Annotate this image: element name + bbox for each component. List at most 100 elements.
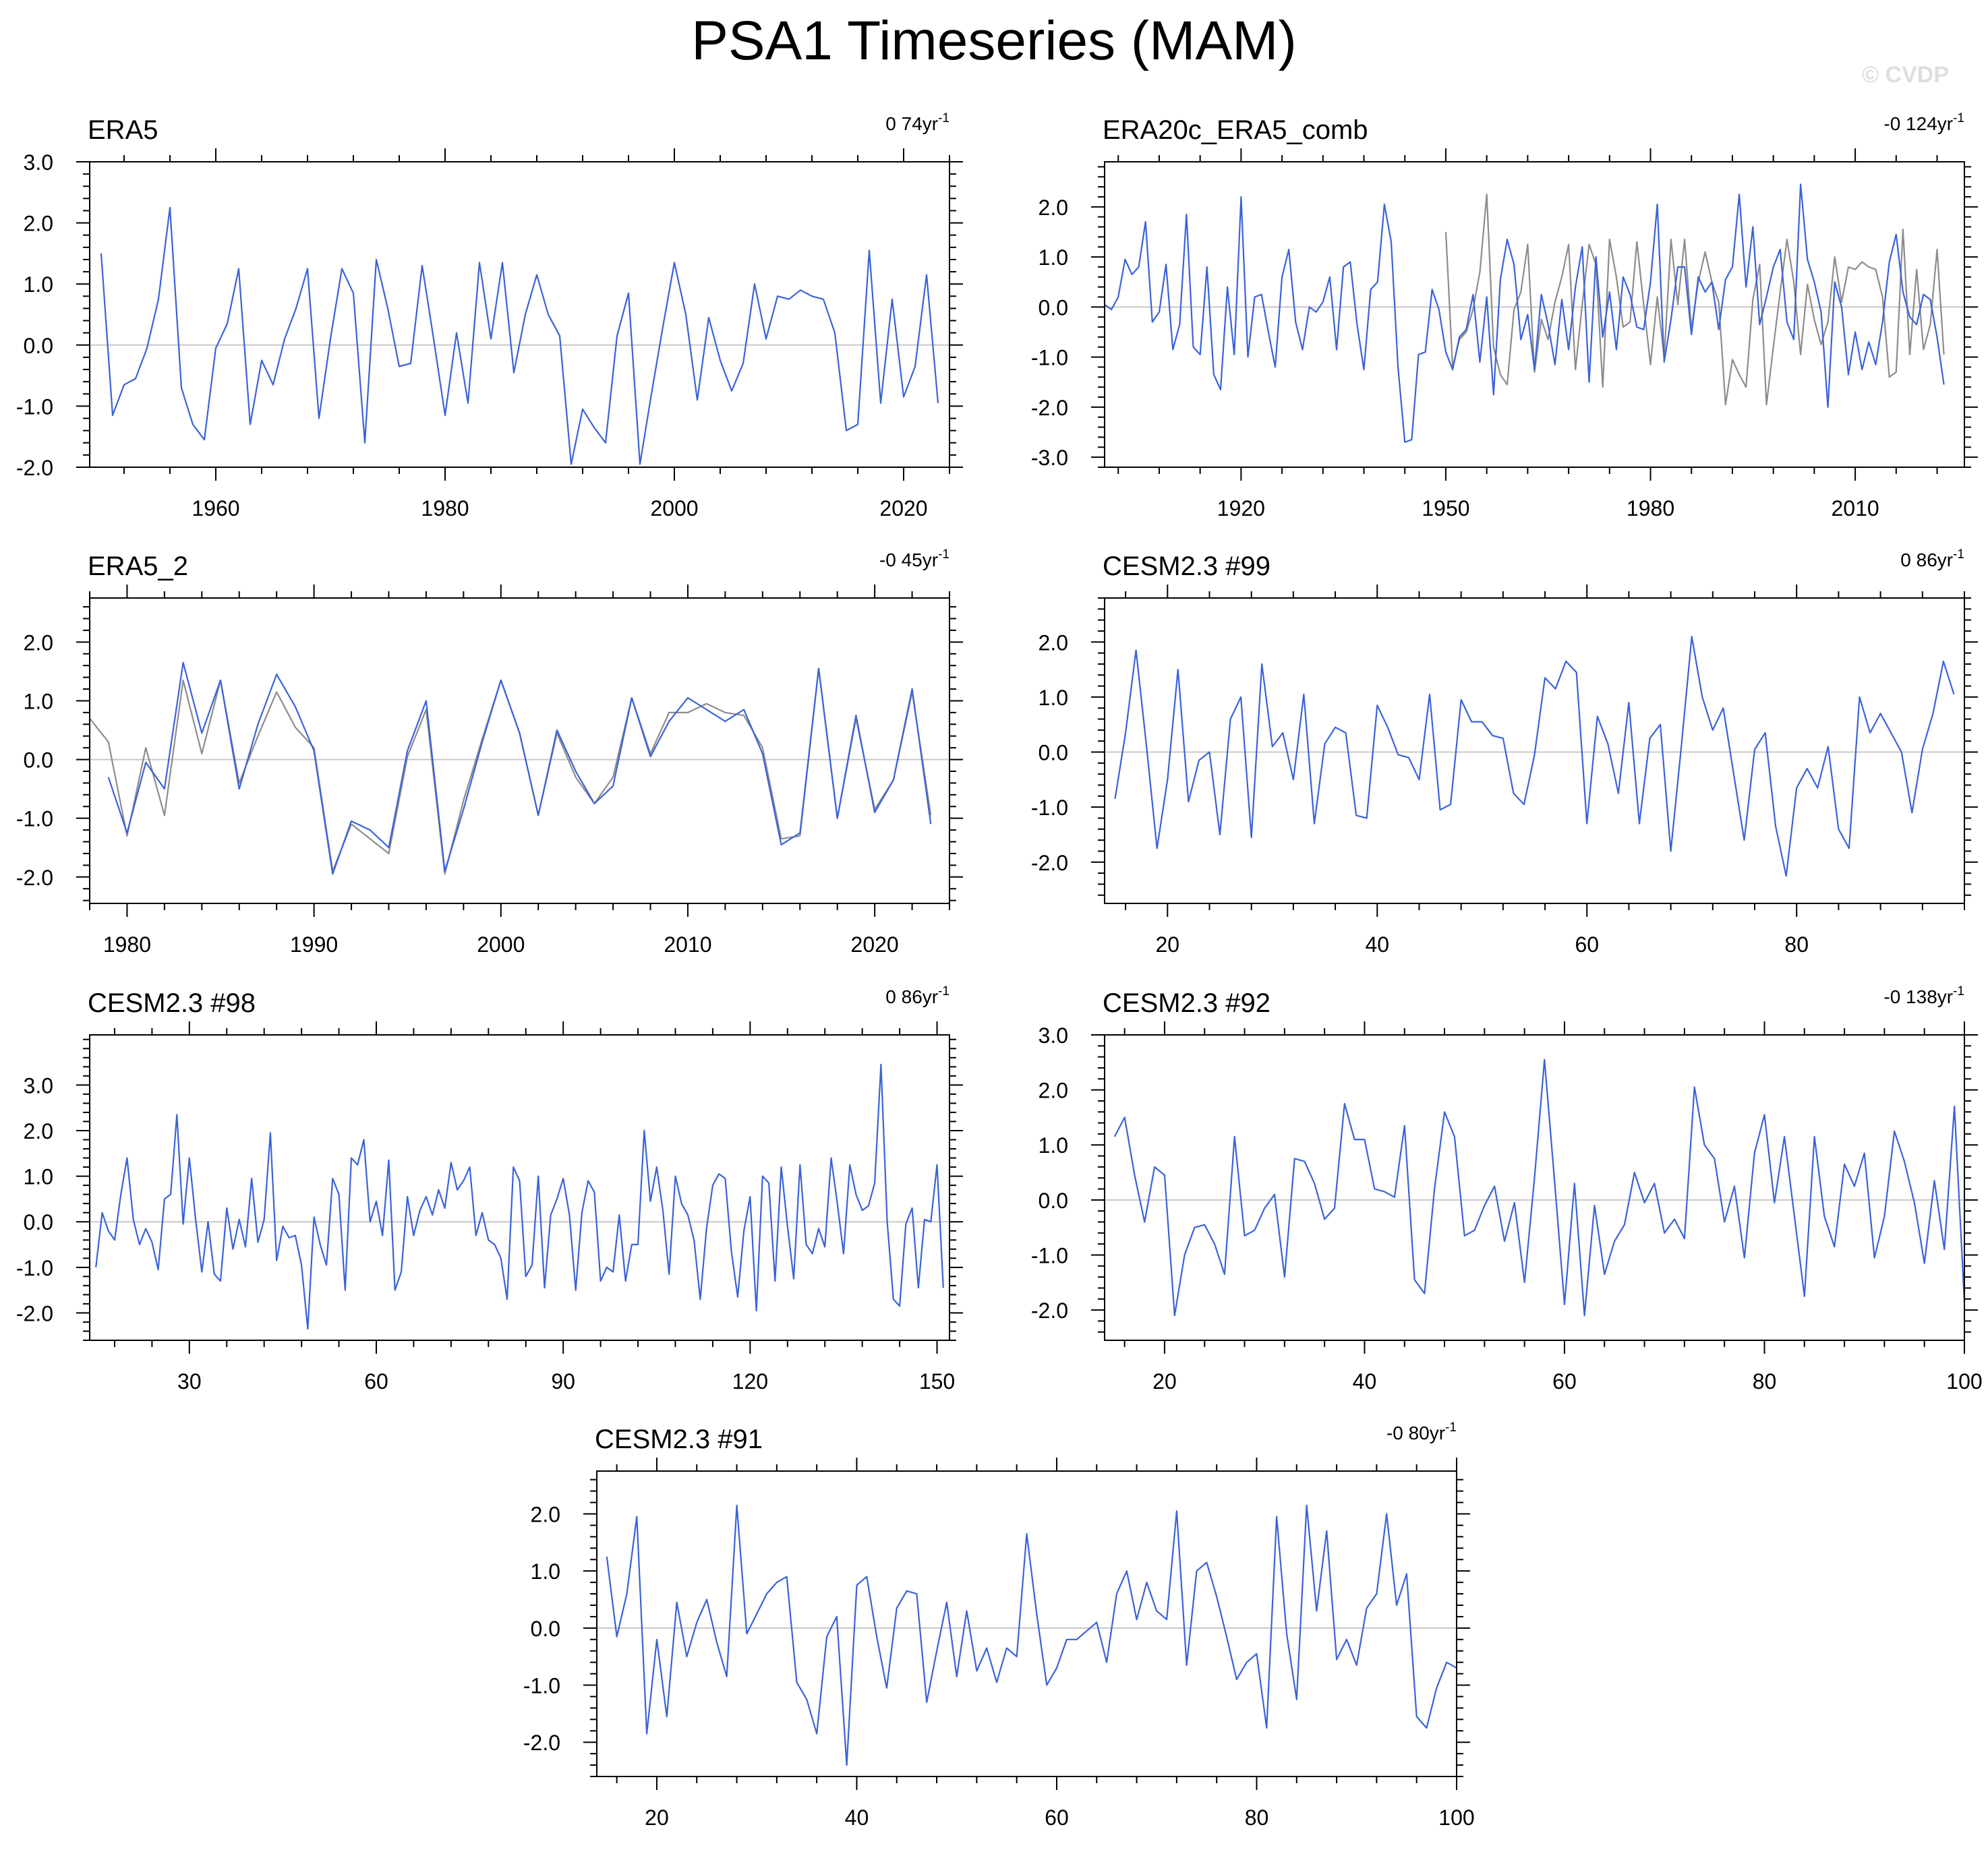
- x-tick-label: 60: [1552, 1369, 1577, 1394]
- y-tick-label: -2.0: [16, 456, 53, 480]
- series-line-era5-2-grey: [89, 667, 932, 875]
- trend-label: -0 138yr-1: [1883, 984, 1964, 1007]
- panel-era5-2: -2.0 -1.0 0.0 1.0 2.0 1980 1990 2000 2010 2020 ERA…: [16, 547, 963, 957]
- y-tick-label: -1.0: [16, 394, 53, 419]
- y-tick-label: 2.0: [24, 212, 53, 236]
- x-tick-label: 2010: [664, 932, 711, 957]
- x-tick-label: 2000: [650, 496, 698, 520]
- series-line-cesm2-3-98: [95, 1063, 944, 1330]
- x-tick-label: 80: [1245, 1805, 1269, 1830]
- plot-frame: [1104, 597, 1965, 904]
- y-tick-label: 1.0: [24, 689, 53, 713]
- y-tick-label: 1.0: [1039, 686, 1068, 710]
- y-tick-label: -2.0: [523, 1731, 560, 1755]
- y-tick-label: 0.0: [24, 1210, 53, 1234]
- y-tick-label: 0.0: [1039, 741, 1068, 765]
- y-tick-label: 1.0: [1039, 1133, 1068, 1158]
- y-tick-label: 1.0: [531, 1559, 560, 1584]
- y-tick-label: 3.0: [24, 1073, 53, 1098]
- x-tick-label: 1960: [192, 496, 239, 520]
- watermark: © CVDP: [1862, 62, 1949, 88]
- series-line-cesm2-3-99: [1114, 635, 1955, 877]
- y-tick-label: -1.0: [16, 1256, 53, 1280]
- x-tick-label: 80: [1784, 932, 1809, 957]
- x-tick-label: 40: [1365, 932, 1389, 957]
- y-tick-label: -1.0: [16, 807, 53, 831]
- y-tick-label: -1.0: [1031, 346, 1068, 370]
- y-tick-label: 1.0: [24, 1165, 53, 1189]
- x-tick-label: 20: [1152, 1369, 1177, 1394]
- y-tick-label: 2.0: [1039, 1079, 1068, 1103]
- y-tick-label: -2.0: [16, 1301, 53, 1325]
- x-tick-label: 2000: [477, 932, 525, 957]
- plot-frame: [1104, 1034, 1965, 1341]
- x-tick-label: 30: [177, 1369, 202, 1394]
- y-tick-label: 2.0: [1039, 630, 1068, 655]
- x-tick-label: 40: [1353, 1369, 1377, 1394]
- panel-cesm2-3-91: -2.0 -1.0 0.0 1.0 2.0 20 40 60 80 100 CESM2.3 #91 -…: [523, 1421, 1475, 1830]
- y-tick-label: 3.0: [1039, 1023, 1068, 1048]
- plot-frame: [1104, 161, 1965, 468]
- series-line-cesm2-3-92: [1113, 1058, 1966, 1317]
- x-tick-label: 60: [1045, 1805, 1069, 1830]
- x-tick-label: 100: [1438, 1805, 1474, 1830]
- x-tick-label: 20: [1155, 932, 1179, 957]
- panel-title: ERA5_2: [88, 551, 188, 581]
- y-tick-label: 0.0: [531, 1617, 560, 1641]
- x-tick-label: 100: [1946, 1369, 1982, 1394]
- y-tick-label: -2.0: [16, 866, 53, 890]
- plot-frame: [89, 1034, 950, 1341]
- figure-title: PSA1 Timeseries (MAM): [691, 10, 1297, 71]
- y-tick-label: 2.0: [24, 1119, 53, 1143]
- x-tick-label: 60: [364, 1369, 388, 1394]
- x-tick-label: 60: [1575, 932, 1599, 957]
- plot-frame: [89, 597, 950, 904]
- panel-cesm2-3-92: -2.0 -1.0 0.0 1.0 2.0 3.0 20 40 60 80 100 CESM2.3 #…: [1031, 984, 1983, 1394]
- series-line-era5: [100, 206, 939, 465]
- trend-label: -0 45yr-1: [879, 547, 949, 570]
- panel-title: CESM2.3 #91: [595, 1425, 763, 1454]
- panel-title: CESM2.3 #99: [1103, 551, 1270, 581]
- x-tick-label: 20: [645, 1805, 669, 1830]
- y-tick-label: 2.0: [1039, 196, 1068, 220]
- x-tick-label: 1920: [1217, 496, 1265, 520]
- y-tick-label: 0.0: [1039, 295, 1068, 320]
- x-tick-label: 120: [732, 1369, 768, 1394]
- y-tick-label: -1.0: [523, 1674, 560, 1698]
- x-tick-label: 2020: [851, 932, 899, 957]
- y-tick-label: 2.0: [24, 630, 53, 655]
- y-tick-label: -2.0: [1031, 396, 1068, 420]
- y-tick-label: -1.0: [1031, 796, 1068, 820]
- y-tick-label: 0.0: [24, 334, 53, 358]
- y-tick-label: 3.0: [24, 150, 53, 175]
- x-tick-label: 150: [919, 1369, 955, 1394]
- trend-label: 0 86yr-1: [1900, 547, 1964, 570]
- x-tick-label: 90: [551, 1369, 575, 1394]
- y-tick-label: -3.0: [1031, 446, 1068, 470]
- x-tick-label: 1980: [103, 932, 151, 957]
- y-tick-label: -2.0: [1031, 851, 1068, 875]
- y-tick-label: -1.0: [1031, 1243, 1068, 1267]
- x-tick-label: 1950: [1422, 496, 1469, 520]
- x-tick-label: 80: [1753, 1369, 1777, 1394]
- x-tick-label: 2010: [1832, 496, 1879, 520]
- y-tick-label: 1.0: [1039, 245, 1068, 270]
- trend-label: 0 74yr-1: [885, 111, 949, 134]
- series-line-era20c-era5-comb: [1104, 183, 1945, 444]
- plot-frame: [89, 161, 950, 468]
- series-line-era5-2: [107, 661, 932, 875]
- trend-label: -0 80yr-1: [1386, 1421, 1457, 1443]
- x-tick-label: 1980: [1627, 496, 1674, 520]
- trend-label: -0 124yr-1: [1883, 111, 1964, 134]
- x-tick-label: 40: [845, 1805, 869, 1830]
- x-tick-label: 1980: [421, 496, 469, 520]
- y-tick-label: 0.0: [24, 748, 53, 773]
- series-line-cesm2-3-91: [606, 1504, 1457, 1766]
- x-tick-label: 1990: [290, 932, 338, 957]
- panel-cesm2-3-99: -2.0 -1.0 0.0 1.0 2.0 20 40 60 80 CESM2.3 #99 0 86…: [1031, 547, 1978, 957]
- x-tick-label: 2020: [879, 496, 927, 520]
- y-tick-label: 0.0: [1039, 1189, 1068, 1213]
- panel-cesm2-3-98: -2.0 -1.0 0.0 1.0 2.0 3.0 30 60 90 120 150 CESM2.3 …: [16, 984, 963, 1394]
- y-tick-label: -2.0: [1031, 1298, 1068, 1323]
